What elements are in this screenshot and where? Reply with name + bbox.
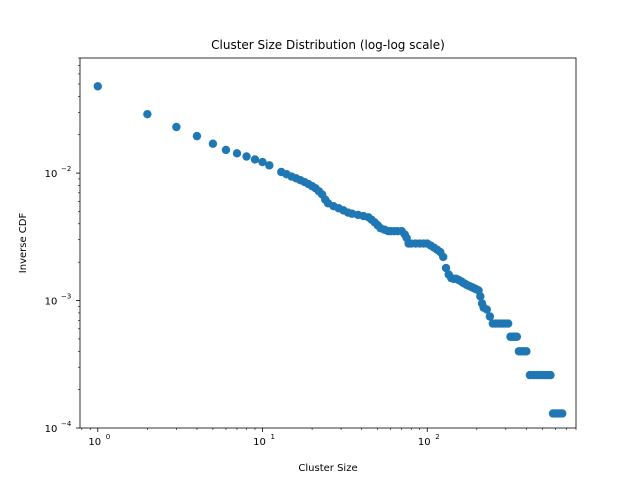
y-axis-label: Inverse CDF [18, 213, 29, 274]
data-point [546, 370, 555, 380]
x-tick-label: 10 [253, 437, 266, 448]
data-point [265, 161, 274, 170]
data-point [512, 332, 522, 341]
y-tick-exponent: −4 [61, 420, 72, 428]
data-point [503, 319, 513, 328]
data-point [93, 82, 102, 91]
x-tick-label: 10 [88, 437, 101, 448]
y-tick-label: 10 [45, 424, 58, 435]
x-tick-label: 10 [418, 437, 431, 448]
x-tick-exponent: 1 [271, 433, 275, 441]
plot-frame [79, 57, 577, 429]
data-point [242, 152, 251, 161]
data-point [476, 292, 485, 301]
y-tick-label: 10 [45, 297, 58, 308]
data-point [482, 305, 492, 314]
data-point [522, 347, 531, 356]
y-tick-label: 10 [45, 169, 58, 180]
data-point [441, 263, 451, 273]
data-point [558, 409, 567, 418]
chart-title: Cluster Size Distribution (log-log scale… [211, 38, 445, 52]
data-point [221, 145, 231, 155]
data-point [250, 155, 260, 164]
y-tick-exponent: −2 [61, 165, 71, 173]
x-axis: 10 0 10 1 10 2 [81, 428, 577, 448]
data-point [485, 312, 495, 321]
x-tick-exponent: 0 [106, 433, 110, 441]
data-point [439, 252, 448, 262]
data-point [172, 122, 181, 132]
y-tick-exponent: −3 [61, 293, 71, 301]
data-point [232, 149, 242, 158]
data-point [143, 109, 152, 119]
data-point [208, 139, 218, 148]
x-tick-exponent: 2 [435, 433, 439, 441]
y-axis: 10−410−310−2 [45, 57, 80, 435]
data-point [192, 131, 202, 141]
data-point [258, 157, 267, 167]
scatter-points [93, 82, 567, 418]
x-axis-label: Cluster Size [298, 463, 357, 474]
